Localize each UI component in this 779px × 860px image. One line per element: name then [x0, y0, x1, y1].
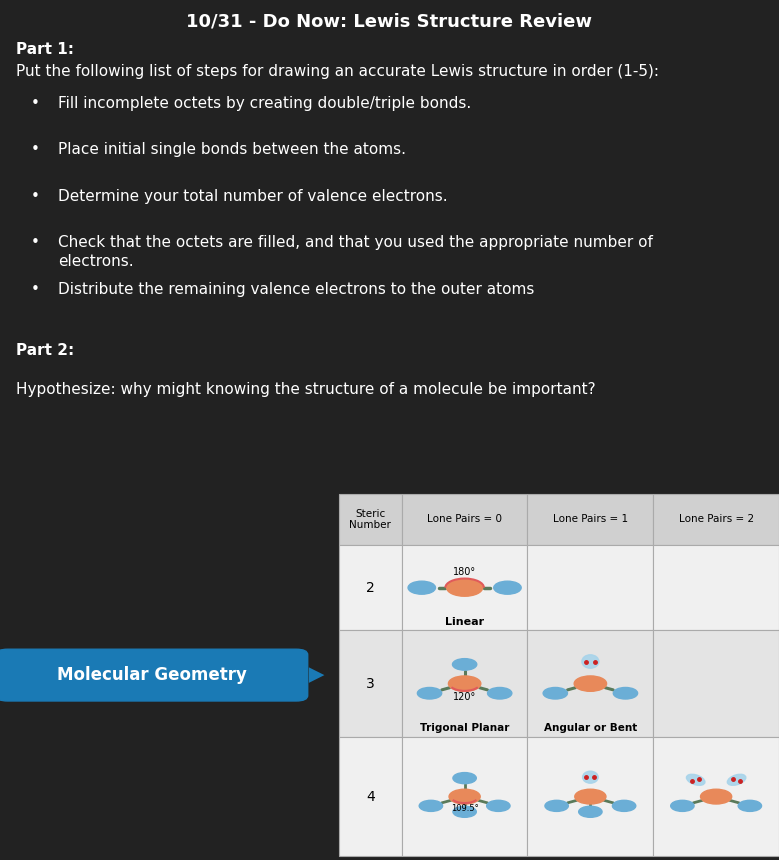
Text: 180°: 180° — [453, 567, 476, 576]
Bar — [402, 630, 527, 737]
Text: Part 1:: Part 1: — [16, 41, 73, 57]
Ellipse shape — [583, 771, 598, 783]
Text: •: • — [31, 236, 40, 250]
Text: •: • — [31, 188, 40, 204]
Text: 10/31 - Do Now: Lewis Structure Review: 10/31 - Do Now: Lewis Structure Review — [186, 12, 593, 30]
Circle shape — [671, 801, 694, 811]
Circle shape — [488, 687, 512, 699]
Text: •: • — [31, 95, 40, 111]
Text: Molecular Geometry: Molecular Geometry — [57, 666, 247, 684]
Text: •: • — [31, 142, 40, 157]
Bar — [402, 494, 527, 545]
Bar — [339, 630, 402, 737]
Text: Lone Pairs = 1: Lone Pairs = 1 — [553, 514, 628, 525]
Bar — [654, 737, 779, 857]
Text: Put the following list of steps for drawing an accurate Lewis structure in order: Put the following list of steps for draw… — [16, 64, 658, 79]
Circle shape — [579, 806, 602, 817]
Text: 4: 4 — [366, 789, 375, 803]
Bar — [527, 545, 654, 630]
Text: Linear: Linear — [445, 617, 485, 627]
Text: Lone Pairs = 2: Lone Pairs = 2 — [679, 514, 754, 525]
Text: 120°: 120° — [453, 692, 476, 703]
Text: Part 2:: Part 2: — [16, 343, 74, 358]
Bar — [339, 545, 402, 630]
Bar — [527, 630, 654, 737]
Circle shape — [419, 801, 442, 811]
Ellipse shape — [582, 654, 599, 668]
Text: 2: 2 — [366, 580, 375, 595]
Bar — [654, 494, 779, 545]
Circle shape — [545, 801, 569, 811]
Circle shape — [453, 659, 477, 670]
Text: 109.5°: 109.5° — [451, 803, 478, 813]
Text: Trigonal Planar: Trigonal Planar — [420, 723, 509, 734]
Ellipse shape — [728, 774, 746, 785]
Text: Steric
Number: Steric Number — [349, 508, 391, 531]
Text: Fill incomplete octets by creating double/triple bonds.: Fill incomplete octets by creating doubl… — [58, 95, 471, 111]
Circle shape — [575, 789, 606, 804]
Text: Check that the octets are filled, and that you used the appropriate number of
el: Check that the octets are filled, and th… — [58, 236, 654, 269]
Ellipse shape — [686, 774, 705, 785]
Text: Hypothesize: why might knowing the structure of a molecule be important?: Hypothesize: why might knowing the struc… — [16, 383, 595, 397]
Circle shape — [453, 806, 476, 817]
Circle shape — [449, 789, 480, 804]
Circle shape — [574, 676, 607, 691]
Text: Place initial single bonds between the atoms.: Place initial single bonds between the a… — [58, 142, 407, 157]
Bar — [527, 494, 654, 545]
Text: Distribute the remaining valence electrons to the outer atoms: Distribute the remaining valence electro… — [58, 282, 535, 297]
Circle shape — [738, 801, 762, 811]
Circle shape — [487, 801, 510, 811]
Bar — [402, 737, 527, 857]
Circle shape — [543, 687, 567, 699]
Circle shape — [418, 687, 442, 699]
Circle shape — [449, 676, 481, 691]
Bar — [339, 494, 402, 545]
FancyBboxPatch shape — [0, 649, 308, 701]
Text: Lone Pairs = 0: Lone Pairs = 0 — [427, 514, 502, 525]
Circle shape — [408, 581, 435, 594]
Bar — [402, 545, 527, 630]
Bar — [654, 545, 779, 630]
Bar — [654, 630, 779, 737]
Circle shape — [453, 772, 476, 783]
Circle shape — [612, 801, 636, 811]
Circle shape — [446, 579, 483, 596]
Text: Determine your total number of valence electrons.: Determine your total number of valence e… — [58, 188, 448, 204]
Circle shape — [613, 687, 637, 699]
Bar — [527, 737, 654, 857]
Circle shape — [494, 581, 521, 594]
Circle shape — [700, 789, 731, 804]
Text: •: • — [31, 282, 40, 297]
Bar — [339, 737, 402, 857]
Text: Angular or Bent: Angular or Bent — [544, 723, 637, 734]
Text: 3: 3 — [366, 677, 375, 691]
